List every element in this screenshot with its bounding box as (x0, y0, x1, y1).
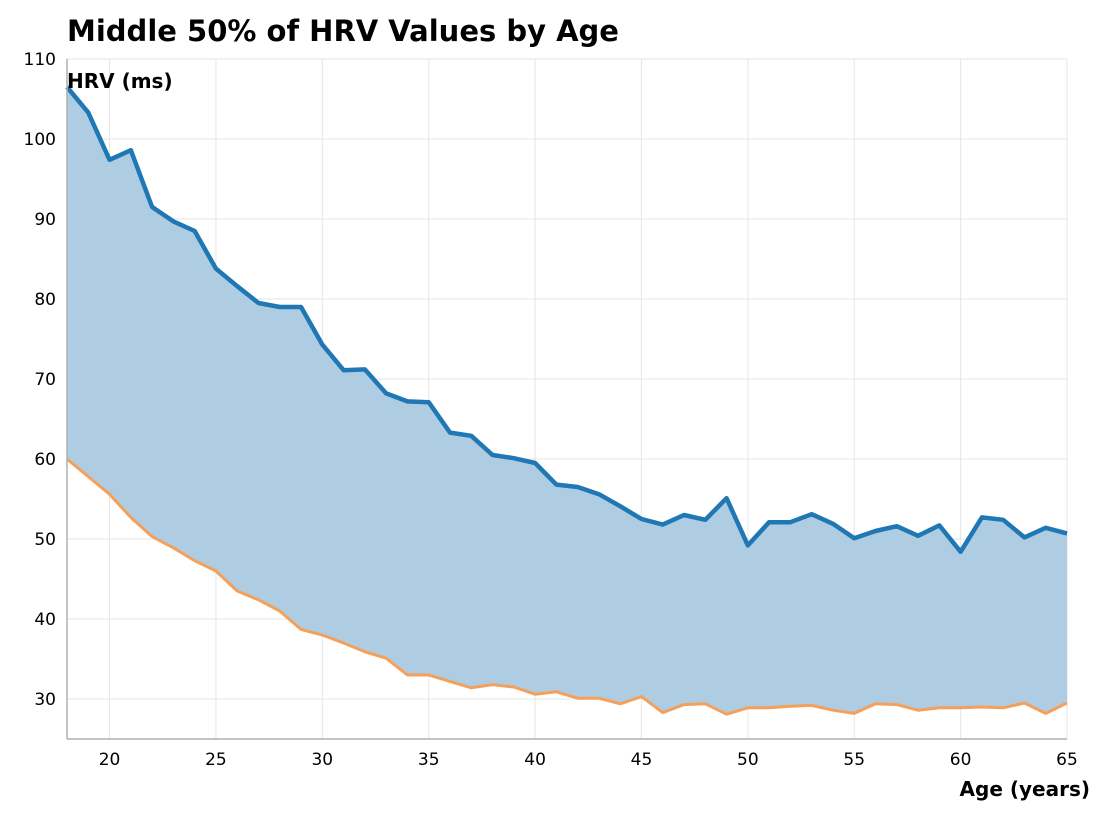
x-tick-labels: 20 25 30 35 40 45 50 55 60 65 (99, 750, 1078, 770)
x-tick-label: 50 (737, 750, 759, 770)
y-tick-label: 30 (34, 690, 56, 710)
x-tick-label: 40 (524, 750, 546, 770)
x-tick-label: 45 (631, 750, 653, 770)
chart-title: Middle 50% of HRV Values by Age (67, 14, 619, 48)
x-axis-title: Age (years) (960, 777, 1090, 801)
x-tick-label: 20 (99, 750, 121, 770)
x-tick-label: 35 (418, 750, 440, 770)
upper-line-layer (65, 85, 1068, 555)
y-tick-labels: 30 40 50 60 70 80 90 100 110 (24, 50, 56, 710)
y-tick-label: 100 (24, 130, 56, 150)
y-tick-label: 110 (24, 50, 56, 70)
upper-quartile-line (65, 85, 1068, 555)
axes (66, 59, 1067, 740)
y-tick-label: 50 (34, 530, 56, 550)
lower-quartile-line (66, 457, 1068, 716)
y-tick-label: 70 (34, 370, 56, 390)
y-tick-label: 60 (34, 450, 56, 470)
y-tick-label: 90 (34, 210, 56, 230)
x-tick-label: 30 (311, 750, 333, 770)
iqr-band-area (67, 87, 1067, 715)
y-tick-label: 40 (34, 610, 56, 630)
x-tick-label: 60 (950, 750, 972, 770)
x-tick-label: 55 (843, 750, 865, 770)
y-axis-title: HRV (ms) (67, 69, 173, 93)
y-tick-label: 80 (34, 290, 56, 310)
lower-line-layer (66, 457, 1068, 716)
x-tick-label: 65 (1056, 750, 1078, 770)
x-tick-label: 25 (205, 750, 227, 770)
